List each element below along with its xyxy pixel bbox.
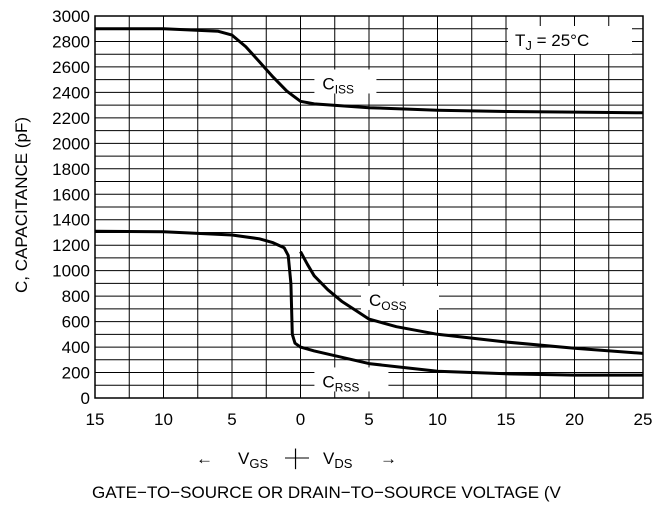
direction-labels: ← VGS │ VDS → (196, 448, 397, 471)
y-tick-label: 1600 (52, 185, 90, 204)
x-tick-label: 0 (296, 410, 305, 429)
y-tick-label: 1400 (52, 211, 90, 230)
left-arrow-icon: ← (196, 449, 213, 468)
plot-frame (94, 15, 644, 399)
y-tick-label: 2000 (52, 134, 90, 153)
x-tick-label: 5 (227, 410, 236, 429)
x-tick-label: 25 (634, 410, 653, 429)
vgs-label: VGS (238, 449, 268, 471)
y-tick-label: 2800 (52, 32, 90, 51)
y-tick-label: 200 (62, 364, 90, 383)
series-line-c_oss (299, 250, 644, 355)
right-arrow-icon: → (380, 449, 397, 468)
vds-label: VDS (323, 449, 353, 471)
y-tick-label: 1200 (52, 236, 90, 255)
y-tick-label: 2200 (52, 109, 90, 128)
x-tick-label: 20 (565, 410, 584, 429)
y-tick-label: 600 (62, 313, 90, 332)
x-tick-label: 5 (364, 410, 373, 429)
y-tick-label: 1800 (52, 160, 90, 179)
y-tick-label: 3000 (52, 7, 90, 26)
series-label-background (361, 285, 439, 310)
series-label-background (314, 69, 377, 94)
series-line-c_rss (94, 229, 643, 377)
y-tick-label: 1000 (52, 262, 90, 281)
annotation-text: TJ = 25°C (515, 31, 589, 53)
y-tick-label: 400 (62, 338, 90, 357)
temperature-annotation: TJ = 25°C (508, 26, 632, 54)
y-tick-label: 2600 (52, 58, 90, 77)
x-axis-label: GATE−TO−SOURCE OR DRAIN−TO−SOURCE VOLTAG… (92, 483, 562, 502)
series-label-background (314, 367, 389, 392)
annotation-background (508, 26, 632, 54)
y-axis-label: C, CAPACITANCE (pF) (12, 117, 31, 293)
x-tick-label: 10 (154, 410, 173, 429)
x-tick-label: 10 (428, 410, 447, 429)
y-tick-label: 2400 (52, 83, 90, 102)
divider-icon: │ (291, 448, 302, 470)
x-tick-label: 15 (86, 410, 105, 429)
y-tick-label: 800 (62, 287, 90, 306)
y-tick-label: 0 (81, 389, 90, 408)
series-line-c_iss (95, 27, 644, 115)
x-tick-label: 15 (497, 410, 516, 429)
